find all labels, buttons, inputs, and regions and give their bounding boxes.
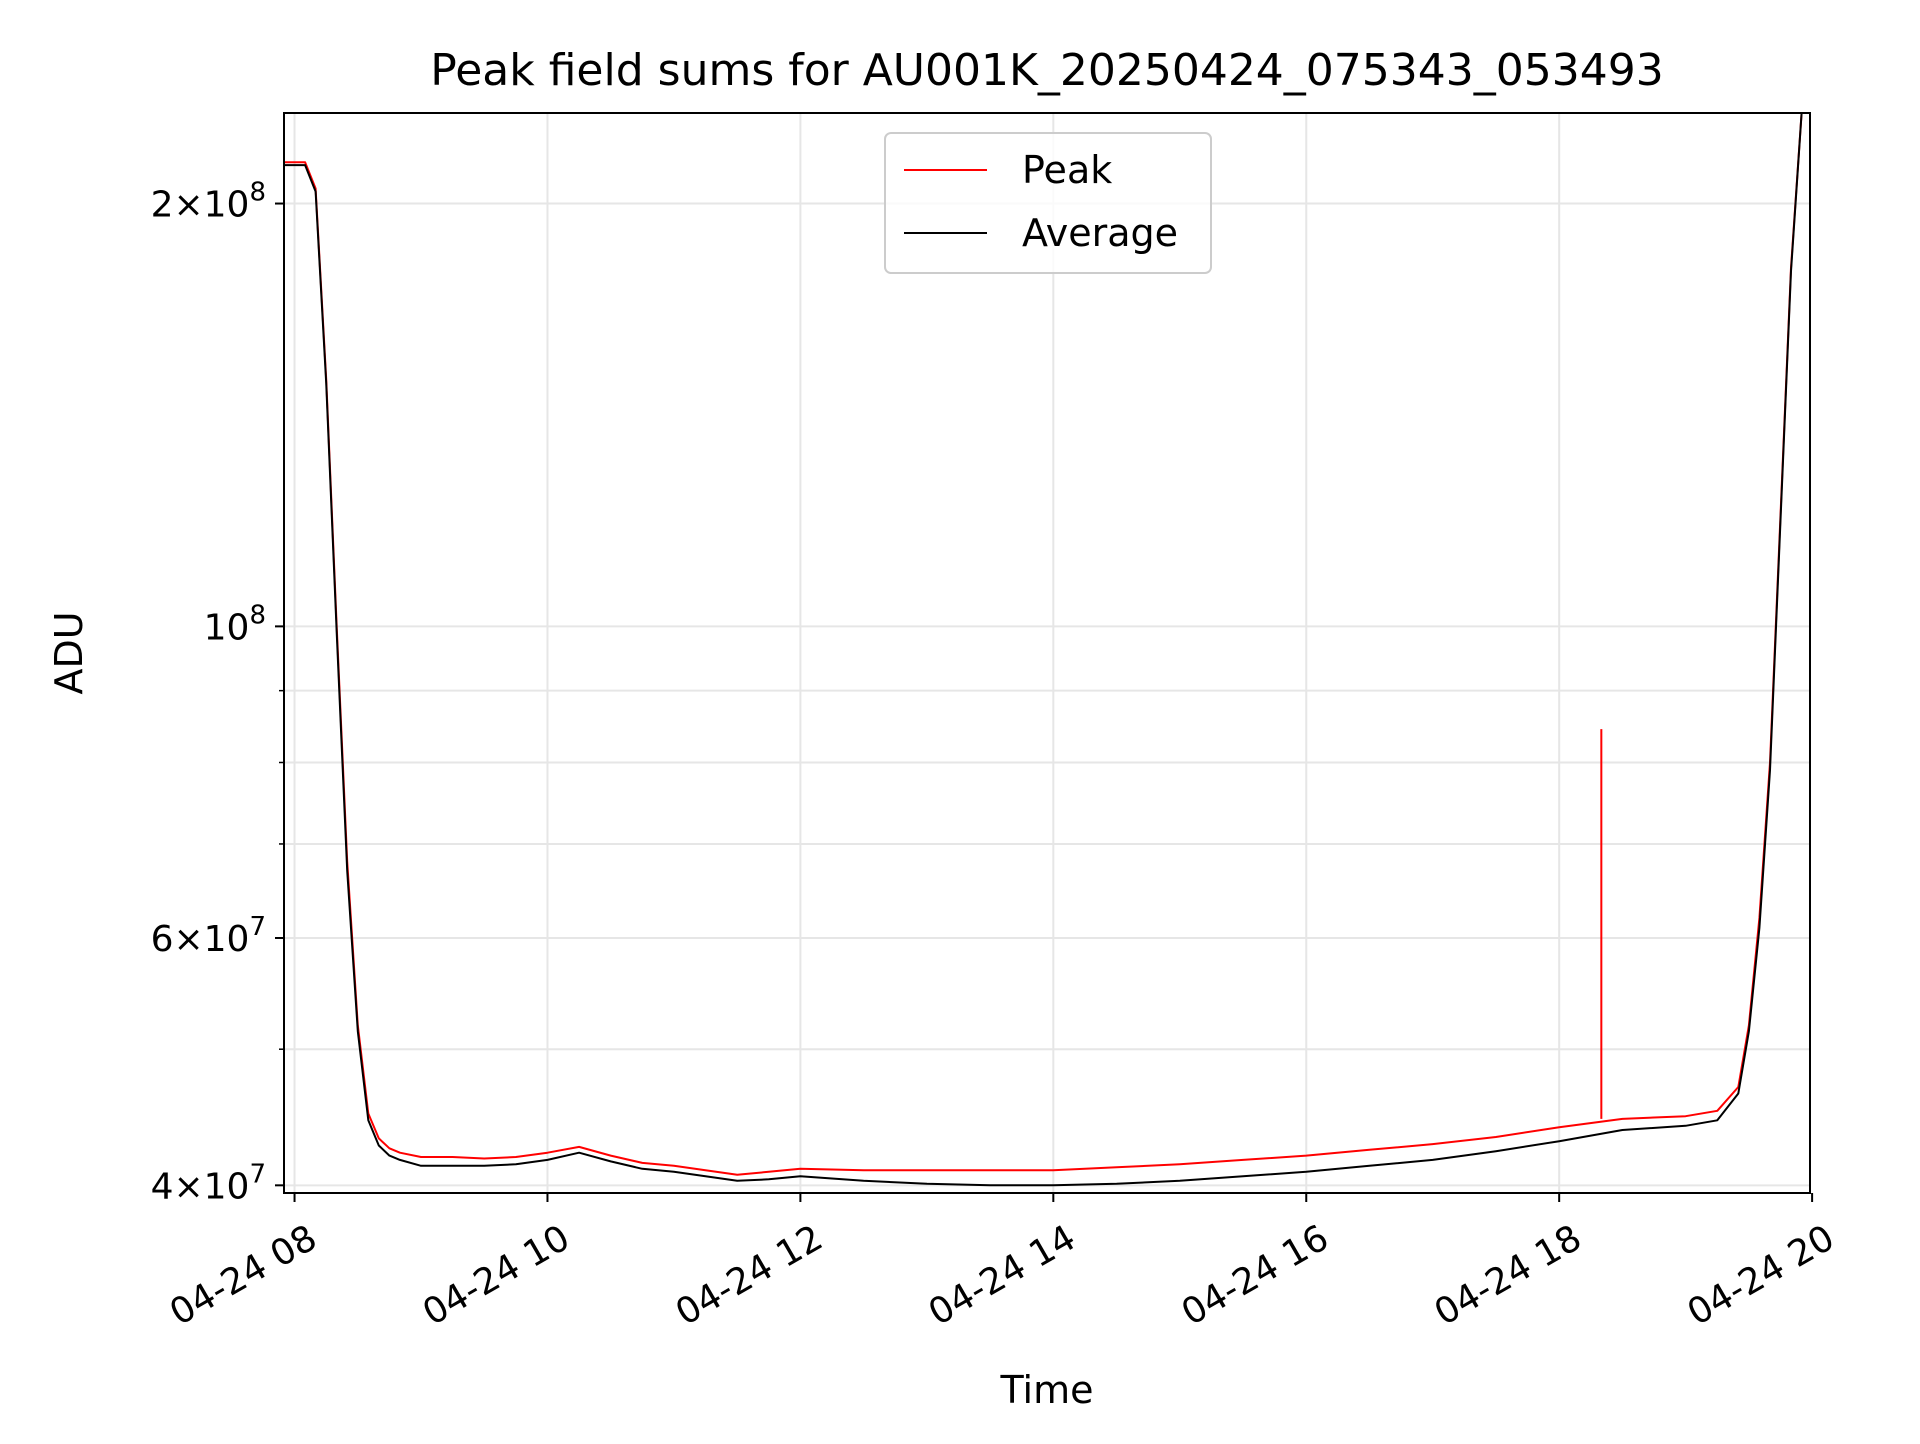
y-axis-label: ADU <box>47 611 91 694</box>
chart-title: Peak field sums for AU001K_20250424_0753… <box>430 45 1663 96</box>
series-line-peak <box>284 113 1810 1176</box>
y-tick-label: 2×108 <box>151 178 266 226</box>
series-layer <box>284 113 1810 1187</box>
series-line-average <box>284 113 1810 1187</box>
y-tick-label: 4×107 <box>151 1159 266 1207</box>
axes-frame <box>283 112 1811 1194</box>
x-axis-label: Time <box>1000 1368 1094 1412</box>
legend: Peak Average <box>884 132 1212 274</box>
legend-peak-label: Peak <box>1022 148 1112 192</box>
legend-average-label: Average <box>1022 211 1178 255</box>
y-tick-label: 108 <box>204 600 266 648</box>
legend-box <box>884 132 1212 274</box>
y-tick-label: 6×107 <box>151 912 266 960</box>
